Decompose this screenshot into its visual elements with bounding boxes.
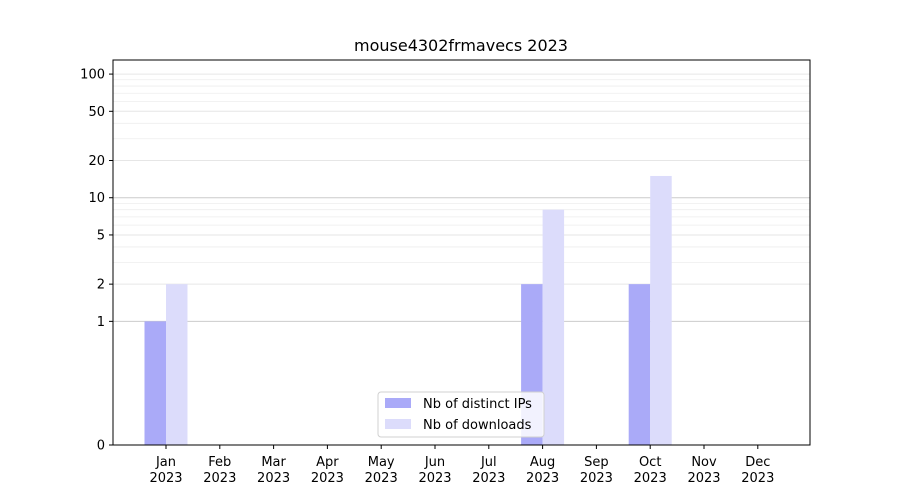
x-tick-label-month: Aug (530, 455, 555, 470)
y-axis: 0 1 2 5 10 20 50 100 (80, 68, 113, 454)
bar-downloads-jan (166, 284, 188, 445)
y-tick-label: 20 (88, 154, 105, 169)
x-tick-label-year: 2023 (257, 471, 290, 486)
y-tick-label: 1 (97, 315, 105, 330)
plot-frame (112, 59, 811, 446)
x-tick-label-month: Nov (691, 455, 717, 470)
x-tick-label-month: Feb (208, 455, 231, 470)
bar-downloads-aug (542, 209, 565, 445)
x-tick-label-year: 2023 (687, 471, 720, 486)
bar-downloads-oct (650, 175, 672, 445)
legend-label: Nb of distinct IPs (423, 397, 532, 412)
legend-swatch (385, 398, 411, 408)
x-axis: Jan2023Feb2023Mar2023Apr2023May2023Jun20… (149, 445, 774, 486)
x-tick-label-year: 2023 (365, 471, 398, 486)
bar-distinct-ips-jan (144, 321, 166, 445)
x-tick-label-year: 2023 (526, 471, 559, 486)
y-tick-label: 100 (80, 68, 105, 83)
y-tick-label: 0 (97, 439, 105, 454)
legend-swatch (385, 419, 411, 429)
y-tick-label: 5 (97, 228, 105, 243)
x-tick-label-month: Jan (155, 455, 176, 470)
x-tick-label-month: Mar (261, 455, 286, 470)
legend-label: Nb of downloads (423, 418, 532, 433)
x-tick-label-month: Oct (639, 455, 661, 470)
x-tick-label-year: 2023 (580, 471, 613, 486)
x-tick-label-month: Dec (745, 455, 770, 470)
x-tick-label-month: May (368, 455, 395, 470)
x-tick-label-month: Jul (480, 455, 497, 470)
bar-distinct-ips-oct (628, 284, 651, 445)
x-tick-label-month: Sep (584, 455, 609, 470)
y-tick-label: 10 (88, 191, 105, 206)
grid-lines (113, 73, 810, 322)
x-tick-label-year: 2023 (311, 471, 344, 486)
legend-box (377, 391, 545, 438)
x-tick-label-month: Jun (424, 455, 445, 470)
x-tick-label-year: 2023 (418, 471, 451, 486)
chart-title: mouse4302frmavecs 2023 (354, 36, 568, 55)
x-tick-label-month: Apr (316, 455, 339, 470)
legend: Nb of distinct IPs Nb of downloads (377, 391, 545, 438)
y-tick-label: 2 (97, 278, 105, 293)
x-tick-label-year: 2023 (149, 471, 182, 486)
x-tick-label-year: 2023 (472, 471, 505, 486)
y-tick-label: 50 (88, 105, 105, 120)
x-tick-label-year: 2023 (203, 471, 236, 486)
x-tick-label-year: 2023 (741, 471, 774, 486)
x-tick-label-year: 2023 (634, 471, 667, 486)
